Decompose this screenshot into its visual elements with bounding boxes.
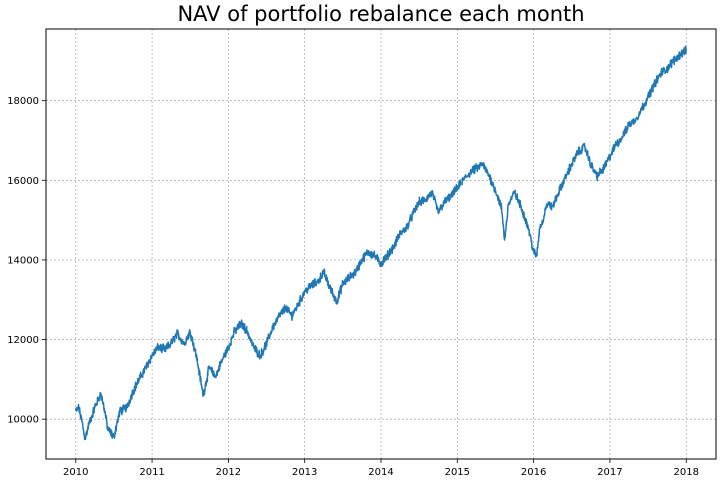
x-tick-label: 2017	[597, 467, 622, 478]
x-tick-label: 2018	[674, 467, 699, 478]
y-tick-label: 10000	[7, 415, 39, 426]
x-axis: 2010 2011 2012 2013 2014 2015 2016 2017 2018	[63, 459, 699, 478]
x-tick-label: 2012	[216, 467, 241, 478]
x-tick-label: 2011	[139, 467, 164, 478]
y-tick-label: 18000	[7, 96, 39, 107]
y-tick-label: 14000	[7, 255, 39, 266]
series-line-group	[75, 45, 687, 441]
x-tick-label: 2014	[368, 467, 393, 478]
x-tick-label: 2013	[292, 467, 317, 478]
series-line	[75, 45, 687, 441]
chart-title: NAV of portfolio rebalance each month	[177, 2, 585, 26]
x-tick-label: 2015	[445, 467, 470, 478]
grid	[46, 29, 716, 459]
y-tick-label: 16000	[7, 176, 39, 187]
x-tick-label: 2010	[63, 467, 88, 478]
x-tick-label: 2016	[521, 467, 546, 478]
y-axis: 10000 12000 14000 16000 18000	[7, 96, 46, 426]
y-tick-label: 12000	[7, 335, 39, 346]
